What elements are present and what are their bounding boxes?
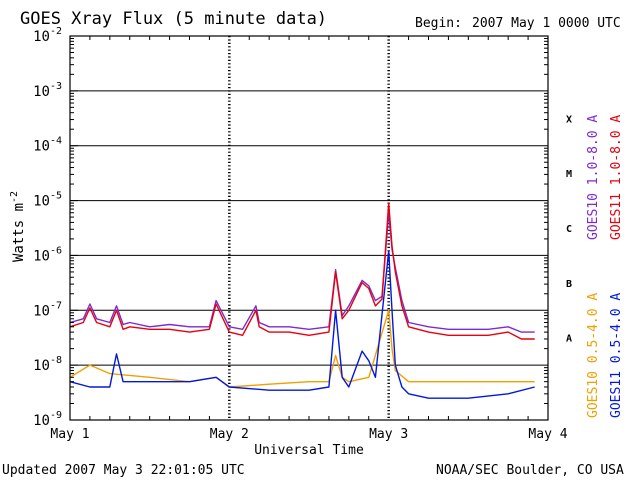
y-tick-base: 10: [33, 194, 50, 210]
credit-text: NOAA/SEC Boulder, CO USA: [436, 463, 624, 478]
series-line-0: [69, 211, 535, 333]
series-layer: [69, 202, 535, 399]
updated-timestamp: Updated 2007 May 3 22:01:05 UTC: [2, 463, 245, 478]
y-tick-exponent: -8: [50, 355, 62, 366]
flare-class-a: A: [566, 334, 572, 345]
legend-entry-0: GOES10 1.0-8.0 A: [586, 115, 601, 240]
y-tick-base: 10: [33, 358, 50, 374]
legend-entry-2: GOES10 0.5-4.0 A: [586, 293, 601, 418]
y-tick-exponent: -7: [50, 300, 62, 311]
y-tick-label: 10-2: [33, 26, 62, 45]
flare-class-c: C: [566, 224, 572, 235]
y-tick-base: 10: [33, 84, 50, 100]
y-tick-label: 10-4: [33, 136, 62, 155]
axis-ticks: [70, 35, 548, 421]
y-tick-base: 10: [33, 29, 50, 45]
flare-class-labels: A B C M X: [566, 114, 572, 344]
y-axis-label: Watts m-2: [9, 191, 27, 262]
flare-class-x: X: [566, 114, 572, 125]
y-tick-labels: 10-910-810-710-610-510-410-310-2: [33, 26, 62, 429]
x-axis-label: Universal Time: [254, 443, 364, 458]
legend: GOES10 1.0-8.0 A GOES11 1.0-8.0 A GOES10 0…: [586, 115, 624, 418]
legend-entry-3: GOES11 0.5-4.0 A: [609, 293, 624, 418]
legend-entry-1: GOES11 1.0-8.0 A: [609, 115, 624, 240]
y-tick-exponent: -9: [50, 410, 62, 421]
y-tick-label: 10-5: [33, 191, 62, 210]
series-line-2: [69, 309, 535, 388]
y-tick-base: 10: [33, 303, 50, 319]
y-tick-base: 10: [33, 413, 50, 429]
y-tick-exponent: -6: [50, 245, 62, 256]
x-tick-labels: May 1 May 2 May 3 May 4: [50, 427, 567, 442]
plot-frame: [69, 35, 549, 421]
y-tick-exponent: -3: [50, 81, 62, 92]
begin-value: 2007 May 1 0000 UTC: [472, 16, 621, 31]
y-axis-label-main: Watts m: [11, 203, 27, 262]
y-tick-base: 10: [33, 139, 50, 155]
y-axis-label-exponent: -2: [9, 191, 20, 203]
begin-label: Begin:: [415, 16, 462, 31]
y-tick-exponent: -5: [50, 191, 62, 202]
y-tick-label: 10-7: [33, 300, 62, 319]
y-tick-label: 10-3: [33, 81, 62, 100]
series-line-3: [69, 250, 535, 399]
flare-class-m: M: [566, 169, 572, 180]
chart-title: GOES Xray Flux (5 minute data): [20, 9, 327, 29]
y-tick-exponent: -4: [50, 136, 62, 147]
x-tick-label: May 1: [50, 427, 89, 442]
y-tick-exponent: -2: [50, 26, 62, 37]
y-tick-label: 10-6: [33, 245, 62, 264]
y-tick-label: 10-8: [33, 355, 62, 374]
chart-grid: [70, 36, 548, 420]
x-tick-label: May 3: [369, 427, 408, 442]
x-tick-label: May 4: [528, 427, 567, 442]
series-line-1: [69, 202, 535, 340]
y-tick-base: 10: [33, 248, 50, 264]
flare-class-b: B: [566, 279, 572, 290]
y-tick-label: 10-9: [33, 410, 62, 429]
x-tick-label: May 2: [210, 427, 249, 442]
